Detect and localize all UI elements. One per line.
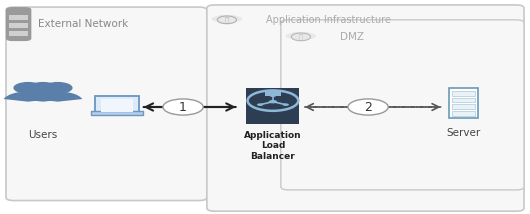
Wedge shape — [33, 91, 82, 102]
Text: External Network: External Network — [38, 19, 128, 29]
Text: Application
Load
Balancer: Application Load Balancer — [244, 131, 302, 161]
Circle shape — [211, 16, 226, 22]
Circle shape — [269, 100, 277, 103]
FancyBboxPatch shape — [265, 91, 281, 96]
FancyBboxPatch shape — [207, 5, 524, 211]
Text: Users: Users — [29, 130, 58, 140]
Circle shape — [302, 33, 316, 39]
FancyBboxPatch shape — [6, 7, 207, 201]
Circle shape — [292, 33, 311, 41]
Circle shape — [348, 99, 388, 115]
FancyBboxPatch shape — [101, 100, 133, 111]
Text: 🔒: 🔒 — [299, 34, 303, 40]
FancyBboxPatch shape — [6, 7, 31, 41]
FancyBboxPatch shape — [8, 31, 28, 36]
Circle shape — [13, 82, 43, 94]
Circle shape — [282, 103, 289, 106]
Circle shape — [270, 94, 276, 97]
Circle shape — [300, 32, 311, 36]
FancyBboxPatch shape — [452, 104, 474, 109]
Text: Application Infrastructure: Application Infrastructure — [266, 15, 391, 25]
Circle shape — [286, 33, 300, 39]
Circle shape — [217, 16, 236, 24]
Text: 🔒: 🔒 — [225, 17, 229, 23]
FancyBboxPatch shape — [91, 111, 144, 115]
FancyBboxPatch shape — [246, 88, 299, 124]
FancyBboxPatch shape — [8, 15, 28, 20]
FancyBboxPatch shape — [452, 98, 474, 102]
Text: 1: 1 — [179, 101, 187, 113]
Text: Server: Server — [446, 128, 480, 138]
Circle shape — [217, 15, 228, 19]
FancyBboxPatch shape — [270, 95, 276, 96]
FancyBboxPatch shape — [8, 23, 28, 28]
Wedge shape — [19, 91, 67, 102]
Text: DMZ: DMZ — [340, 32, 364, 42]
Circle shape — [163, 99, 203, 115]
Circle shape — [291, 32, 302, 36]
FancyBboxPatch shape — [95, 96, 139, 114]
Circle shape — [43, 82, 73, 94]
Circle shape — [226, 15, 237, 19]
Circle shape — [28, 82, 58, 94]
FancyBboxPatch shape — [452, 91, 474, 96]
Circle shape — [257, 103, 263, 106]
FancyBboxPatch shape — [281, 20, 524, 190]
FancyBboxPatch shape — [449, 88, 478, 118]
Text: 2: 2 — [364, 101, 372, 113]
Wedge shape — [4, 91, 52, 102]
FancyBboxPatch shape — [452, 111, 474, 116]
Circle shape — [228, 16, 242, 22]
